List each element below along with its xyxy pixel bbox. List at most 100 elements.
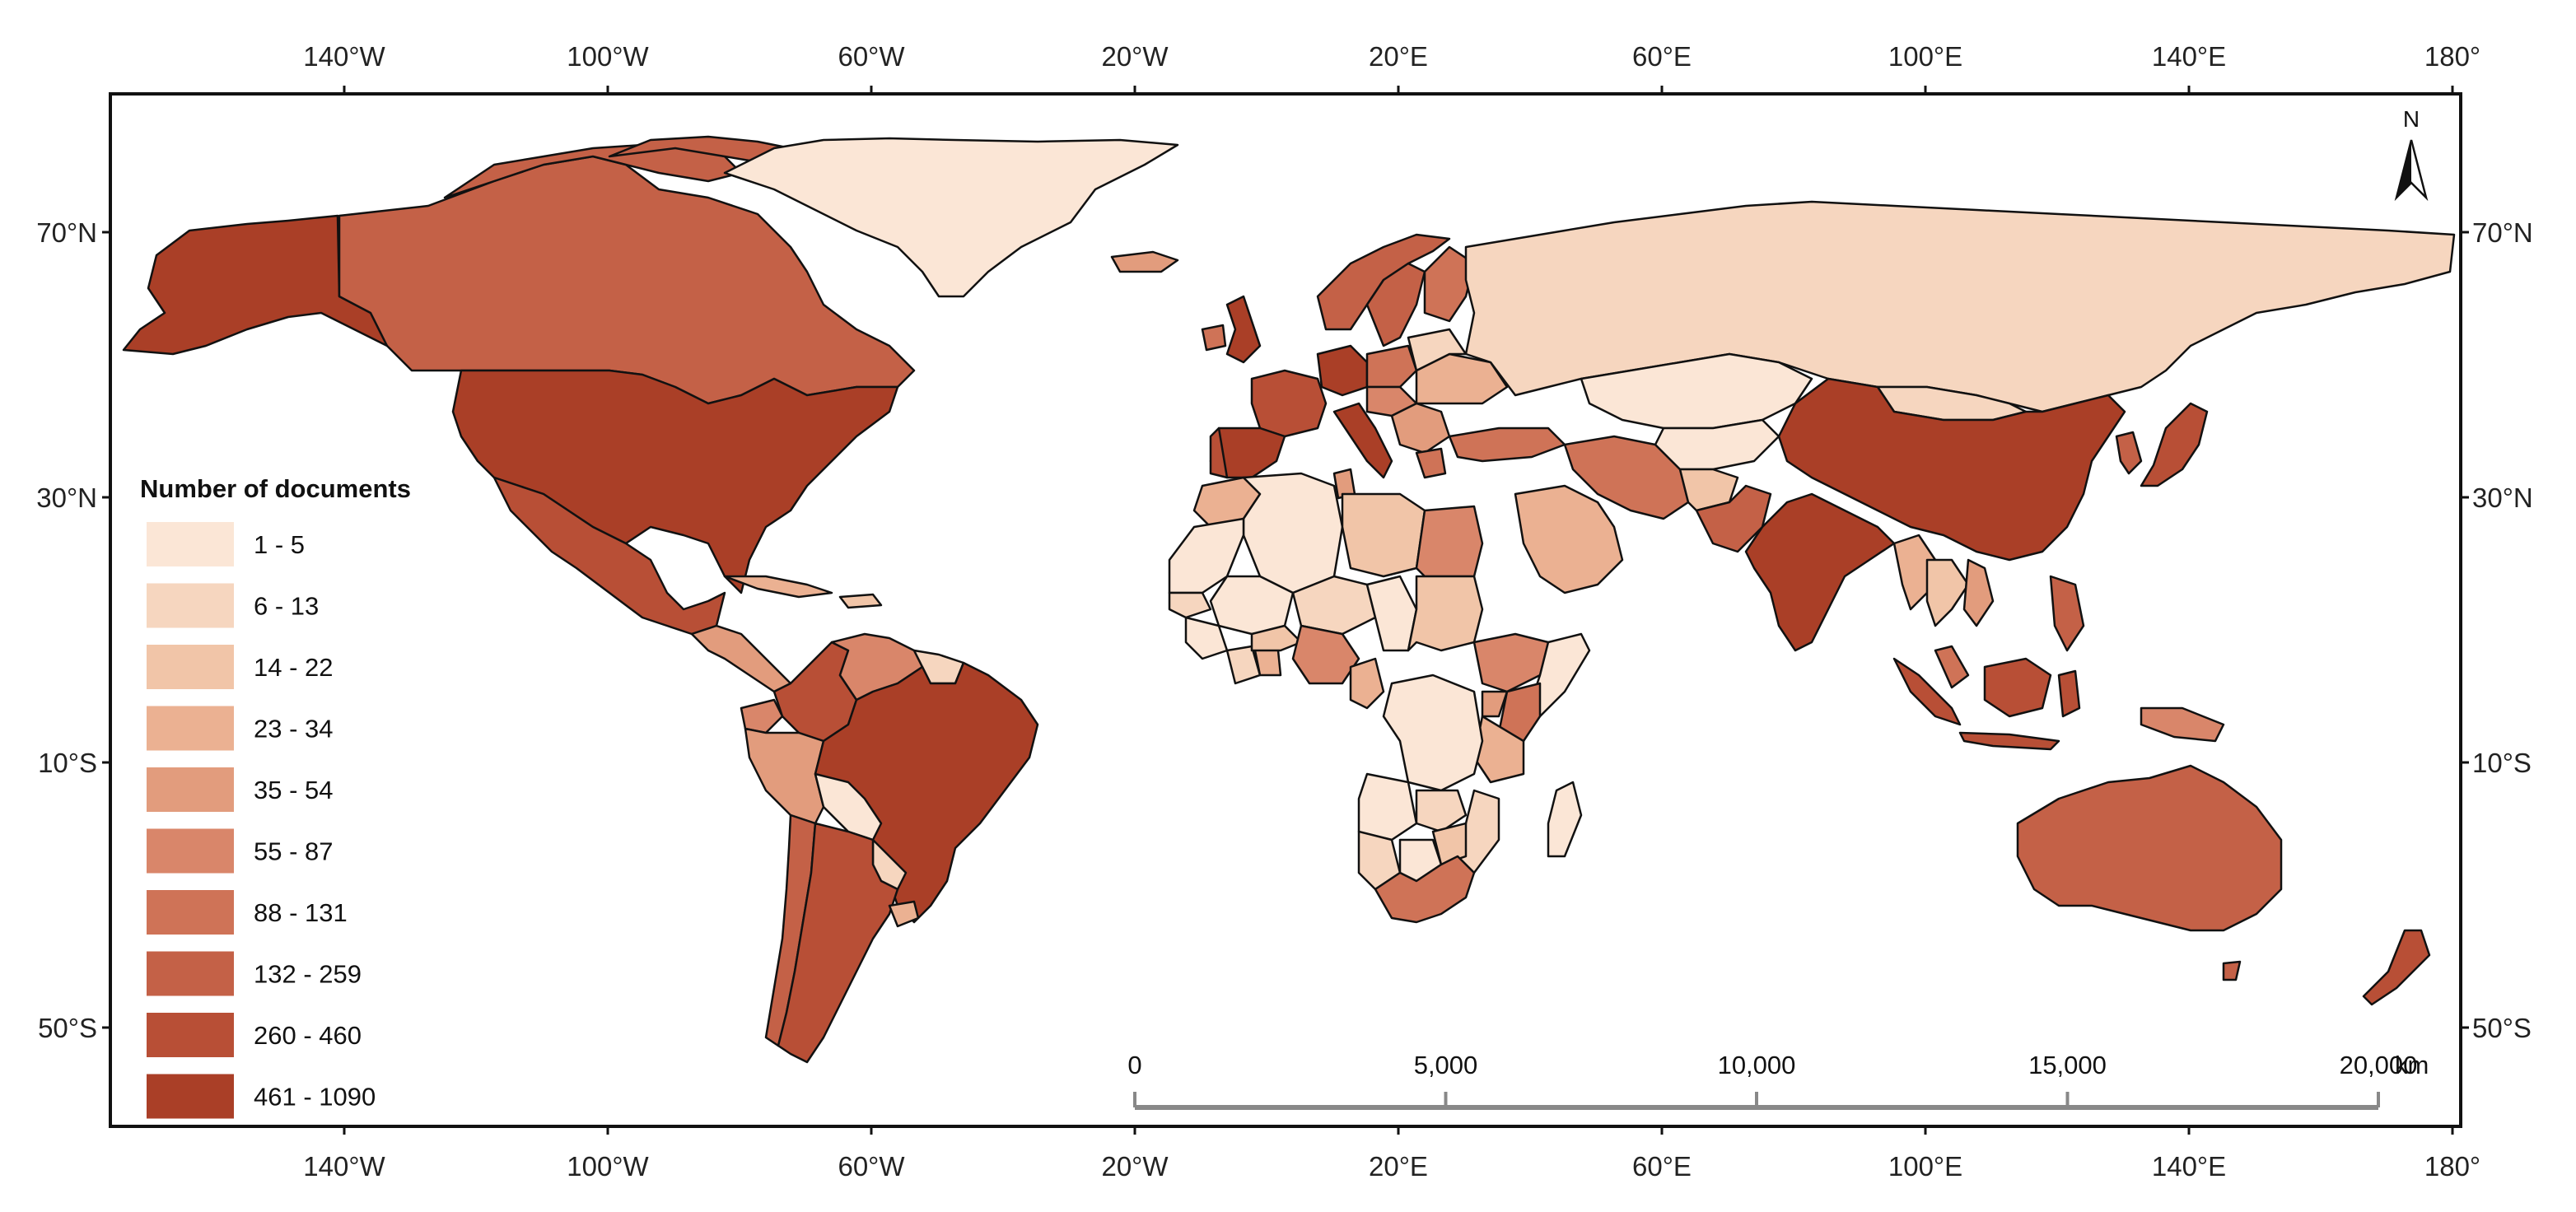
- country-iran[interactable]: [1563, 435, 1690, 520]
- country-greenland[interactable]: [723, 137, 1179, 298]
- legend-swatch: [147, 951, 234, 996]
- latitude-ticks-right: 70°N 30°N 10°S 50°S: [2461, 217, 2533, 1043]
- longitude-tick-label: 100°W: [567, 1151, 649, 1182]
- country-new-zealand[interactable]: [2362, 929, 2431, 1006]
- longitude-tick-label: 60°E: [1632, 1151, 1692, 1182]
- longitude-tick-label: 140°E: [2152, 1151, 2226, 1182]
- country-nigeria[interactable]: [1291, 624, 1360, 685]
- country-tasmania[interactable]: [2222, 960, 2242, 981]
- country-libya[interactable]: [1341, 492, 1426, 578]
- country-belarus[interactable]: [1407, 328, 1468, 372]
- country-korea[interactable]: [2115, 431, 2143, 475]
- legend-label: 1 - 5: [254, 530, 305, 559]
- longitude-tick-label: 20°E: [1369, 1151, 1428, 1182]
- country-alaska[interactable]: [122, 214, 389, 356]
- country-central-asia[interactable]: [1654, 418, 1780, 471]
- scale-label: 0: [1127, 1051, 1141, 1079]
- country-iceland[interactable]: [1110, 250, 1179, 273]
- scale-label: 20,000: [2340, 1051, 2418, 1079]
- country-bolivia[interactable]: [814, 772, 883, 841]
- country-malaysia[interactable]: [1934, 645, 1970, 689]
- country-cuba[interactable]: [723, 575, 833, 599]
- longitude-tick-label: 20°W: [1101, 1151, 1169, 1182]
- country-india[interactable]: [1744, 492, 1896, 652]
- country-zambia[interactable]: [1415, 789, 1468, 833]
- country-algeria[interactable]: [1242, 472, 1344, 594]
- legend-swatch: [147, 828, 234, 874]
- country-philippines[interactable]: [2049, 575, 2085, 652]
- country-turkey[interactable]: [1448, 427, 1566, 463]
- country-java[interactable]: [1958, 731, 2060, 751]
- country-sweden[interactable]: [1365, 262, 1426, 347]
- legend-swatch: [147, 1013, 234, 1057]
- legend-swatch: [147, 767, 234, 812]
- country-layer: [122, 135, 2456, 1064]
- country-poland[interactable]: [1365, 344, 1418, 389]
- country-ukraine[interactable]: [1415, 352, 1509, 405]
- country-uk[interactable]: [1225, 295, 1262, 364]
- longitude-tick-label: 180°: [2424, 1151, 2480, 1182]
- country-angola[interactable]: [1357, 772, 1418, 841]
- country-sudan[interactable]: [1407, 575, 1484, 652]
- country-argentina[interactable]: [777, 822, 899, 1064]
- legend-swatch: [147, 645, 234, 689]
- country-greece[interactable]: [1415, 447, 1447, 479]
- latitude-tick-label: 50°S: [2472, 1013, 2532, 1043]
- north-arrow-label: N: [2403, 106, 2420, 132]
- scale-unit: km: [2395, 1051, 2429, 1079]
- country-burkina-faso[interactable]: [1250, 624, 1303, 652]
- country-china[interactable]: [1777, 377, 2126, 562]
- legend-label: 14 - 22: [254, 653, 334, 682]
- country-pakistan[interactable]: [1695, 484, 1772, 553]
- latitude-tick-label: 50°S: [38, 1013, 97, 1043]
- country-sulawesi[interactable]: [2057, 669, 2081, 718]
- country-south-africa[interactable]: [1374, 855, 1476, 924]
- country-finland[interactable]: [1423, 245, 1476, 323]
- country-drc[interactable]: [1382, 674, 1484, 792]
- country-zimbabwe[interactable]: [1431, 822, 1468, 866]
- country-egypt[interactable]: [1415, 505, 1484, 578]
- longitude-tick-label: 140°W: [303, 41, 385, 72]
- country-mauritania[interactable]: [1168, 517, 1245, 594]
- legend-swatch: [147, 583, 234, 628]
- country-vietnam[interactable]: [1962, 558, 1995, 627]
- country-norway[interactable]: [1316, 233, 1451, 331]
- country-ireland[interactable]: [1201, 324, 1227, 352]
- country-japan[interactable]: [2140, 402, 2209, 487]
- country-ecuador[interactable]: [740, 698, 784, 734]
- country-new-guinea[interactable]: [2140, 706, 2225, 743]
- country-portugal[interactable]: [1209, 427, 1229, 479]
- country-uruguay[interactable]: [888, 900, 920, 928]
- latitude-tick-label: 10°S: [38, 748, 97, 778]
- country-madagascar[interactable]: [1547, 781, 1583, 858]
- country-hispaniola[interactable]: [838, 593, 883, 609]
- country-guinea[interactable]: [1184, 616, 1229, 660]
- scale-label: 5,000: [1414, 1051, 1478, 1079]
- legend-label: 6 - 13: [254, 592, 319, 621]
- country-australia[interactable]: [2016, 764, 2283, 932]
- country-saudi-arabia[interactable]: [1514, 484, 1624, 594]
- legend-label: 88 - 131: [254, 898, 348, 927]
- legend-label: 55 - 87: [254, 837, 334, 866]
- longitude-ticks-top: 140°W 100°W 60°W 20°W 20°E 60°E 100°E 140°E 180°: [303, 41, 2480, 94]
- country-sumatra[interactable]: [1892, 657, 1962, 726]
- longitude-tick-label: 140°W: [303, 1151, 385, 1182]
- country-mexico[interactable]: [492, 476, 726, 636]
- country-cameroon[interactable]: [1349, 657, 1385, 710]
- legend-label: 23 - 34: [254, 715, 334, 744]
- longitude-tick-label: 20°E: [1369, 41, 1428, 72]
- country-senegal[interactable]: [1168, 591, 1212, 619]
- longitude-ticks-bottom: 140°W 100°W 60°W 20°W 20°E 60°E 100°E 140°E 180°: [303, 1126, 2480, 1182]
- country-uganda[interactable]: [1481, 690, 1509, 718]
- country-somalia[interactable]: [1530, 632, 1591, 718]
- longitude-tick-label: 140°E: [2152, 41, 2226, 72]
- country-italy[interactable]: [1332, 402, 1393, 479]
- legend-label: 132 - 259: [254, 960, 362, 989]
- legend-title: Number of documents: [140, 474, 411, 503]
- country-france[interactable]: [1250, 369, 1328, 438]
- country-borneo[interactable]: [1983, 657, 2052, 718]
- country-thailand[interactable]: [1925, 558, 1970, 627]
